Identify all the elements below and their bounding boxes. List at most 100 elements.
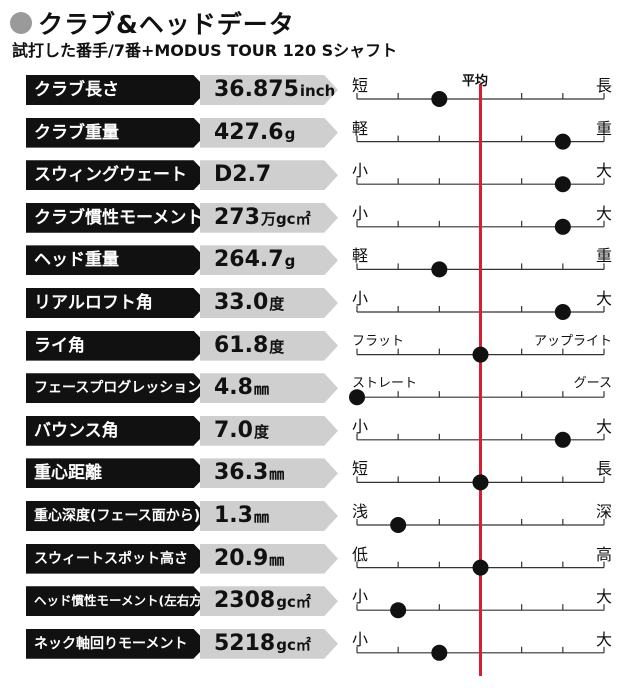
row-value-number: 264.7 xyxy=(214,247,284,273)
position-marker xyxy=(554,218,571,235)
scale-high-label: 長 xyxy=(595,459,612,479)
data-row: ライ角 61.8度 フラット アップライト xyxy=(0,326,640,369)
row-value: 2308gc㎡ xyxy=(200,586,338,617)
row-value: 264.7g xyxy=(200,245,338,276)
row-value-number: 61.8 xyxy=(214,332,269,358)
position-marker xyxy=(431,644,448,661)
position-marker xyxy=(390,602,407,619)
row-value: 427.6g xyxy=(200,117,338,148)
row-label: バウンス角 xyxy=(26,415,208,446)
row-value-number: 7.0 xyxy=(214,417,253,443)
scale-low-label: 軽 xyxy=(352,118,369,138)
row-value-unit: ㎜ xyxy=(269,465,285,484)
scale-high-label: 深 xyxy=(595,502,612,521)
data-row: バウンス角 7.0度小 大 xyxy=(0,411,640,454)
scale-high-label: 大 xyxy=(595,203,612,223)
row-label: ネック軸回りモーメント xyxy=(26,628,208,659)
scale-low-label: 小 xyxy=(352,203,369,223)
scale-low-label: 小 xyxy=(352,416,369,436)
row-value: 273万gc㎡ xyxy=(200,202,338,233)
position-marker xyxy=(390,517,407,533)
position-marker xyxy=(554,304,571,320)
position-marker xyxy=(349,389,365,406)
row-value-number: 427.6 xyxy=(214,119,284,145)
scale-low-label: 短 xyxy=(352,76,369,95)
row-value-number: 4.8 xyxy=(214,375,253,401)
scale-high-label: 大 xyxy=(595,289,612,308)
scale-high-label: 大 xyxy=(595,587,612,607)
row-label: スウィートスポット高さ xyxy=(26,543,208,574)
data-row: リアルロフト角 33.0度小大 xyxy=(0,283,640,326)
scale-high-label: 高 xyxy=(595,544,612,564)
row-value: 1.3㎜ xyxy=(200,501,338,531)
scale-low-label: 短 xyxy=(352,459,369,479)
row-value-unit: ㎜ xyxy=(269,550,285,569)
scale-low-label: 小 xyxy=(352,587,369,607)
chart-title-text: クラブ&ヘッドデータ xyxy=(38,10,295,39)
scale-high-label: 重 xyxy=(595,246,612,266)
row-value-number: 36.875 xyxy=(214,77,299,102)
row-value: 7.0度 xyxy=(200,415,338,446)
row-value: D2.7 xyxy=(200,160,338,191)
row-label: リアルロフト角 xyxy=(26,288,208,318)
row-label: ライ角 xyxy=(26,330,208,361)
scale-low-label: 軽 xyxy=(352,246,369,266)
row-value-unit: 度 xyxy=(269,295,285,313)
row-value-unit: 万gc㎡ xyxy=(260,209,311,228)
row-value-unit: ㎜ xyxy=(253,508,269,526)
position-marker xyxy=(554,176,571,193)
row-value: 36.3㎜ xyxy=(200,458,338,489)
row-value-number: 273 xyxy=(214,204,260,230)
row-value-number: 36.3 xyxy=(214,460,269,486)
row-label: スウィングウェート xyxy=(26,160,208,191)
scale-high-label: 大 xyxy=(595,161,612,181)
chart-title: クラブ&ヘッドデータ xyxy=(10,6,630,40)
row-value: 61.8度 xyxy=(200,330,338,361)
row-value-unit: 度 xyxy=(269,337,285,356)
row-label: 重心深度(フェース面から) xyxy=(26,501,208,531)
data-row: フェースプログレッション 4.8㎜ ストレート グース xyxy=(0,368,640,411)
row-value-unit: inch xyxy=(299,82,336,100)
row-value: 4.8㎜ xyxy=(200,373,338,404)
row-value-unit: ㎜ xyxy=(253,380,269,399)
data-row: クラブ重量 427.6g 軽 重 xyxy=(0,113,640,156)
row-value: 5218gc㎡ xyxy=(200,628,338,659)
position-marker xyxy=(554,431,571,448)
average-label: 平均 xyxy=(462,74,489,89)
scale-high-label: グース xyxy=(573,376,612,392)
scale-high-label: 大 xyxy=(595,629,612,649)
data-row: ヘッド重量 264.7g 軽 重 xyxy=(0,240,640,283)
scale-high-label: 重 xyxy=(595,118,612,138)
row-value: 36.875inch xyxy=(200,75,338,105)
scale-low-label: 浅 xyxy=(352,502,369,521)
row-value-number: 1.3 xyxy=(214,503,253,528)
position-marker xyxy=(472,559,489,576)
row-value-unit: gc㎡ xyxy=(276,635,311,654)
row-value: 33.0度 xyxy=(200,288,338,318)
scale-high-label: アップライト xyxy=(533,333,612,349)
chart-subtitle: 試打した番手/7番+MODUS TOUR 120 Sシャフト xyxy=(12,41,398,60)
data-row: クラブ長さ 36.875inch 短 長 xyxy=(0,70,640,113)
position-marker xyxy=(554,133,571,150)
row-value-number: 5218 xyxy=(214,630,276,656)
position-marker xyxy=(472,474,489,491)
row-label: 重心距離 xyxy=(26,458,208,489)
row-value: 20.9㎜ xyxy=(200,543,338,574)
scale-high-label: 大 xyxy=(595,416,612,436)
row-value-unit: g xyxy=(284,252,296,271)
row-value-unit: g xyxy=(284,124,296,143)
row-value-unit: gc㎡ xyxy=(276,593,311,612)
row-label: ヘッド慣性モーメント(左右方向) xyxy=(26,586,208,617)
row-value-number: D2.7 xyxy=(214,162,272,188)
row-value-number: 33.0 xyxy=(214,290,269,315)
scale-low-label: 小 xyxy=(352,629,369,649)
scale-high-label: 長 xyxy=(595,76,612,95)
row-label: クラブ長さ xyxy=(26,75,208,105)
scale-low-label: 小 xyxy=(352,161,369,181)
